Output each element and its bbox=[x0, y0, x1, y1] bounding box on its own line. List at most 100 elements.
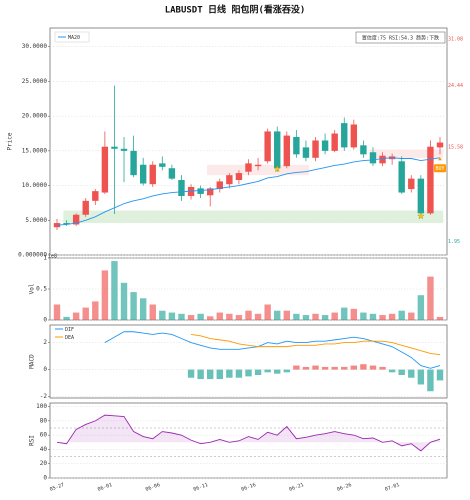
y-axis-label: Vol bbox=[29, 283, 36, 294]
volume-bar bbox=[302, 315, 310, 320]
signal-badge bbox=[434, 164, 446, 173]
volume-bar bbox=[321, 315, 329, 320]
volume-bar bbox=[331, 312, 338, 320]
y-tick-label: 0 bbox=[43, 366, 47, 373]
chart-title: LABUSDT 日线 阳包阴(看涨吞没) bbox=[165, 4, 306, 16]
macd-bar bbox=[408, 369, 415, 378]
y-tick-label: -2 bbox=[40, 393, 48, 400]
x-tick-label: 06-01 bbox=[97, 482, 113, 493]
y-tick-label: 60 bbox=[40, 432, 48, 439]
candle-body bbox=[379, 155, 386, 164]
x-tick-label: 06-21 bbox=[288, 482, 304, 493]
candle-body bbox=[111, 146, 118, 149]
candle-body bbox=[130, 150, 137, 176]
volume-bar bbox=[120, 282, 128, 320]
candle-body bbox=[312, 140, 319, 158]
candle-body bbox=[159, 163, 166, 167]
y-tick-label: 20.0000 bbox=[22, 113, 48, 120]
macd-bar bbox=[398, 369, 405, 376]
candle-body bbox=[197, 188, 204, 194]
candle-body bbox=[139, 164, 147, 184]
legend-label: MA20 bbox=[68, 35, 80, 41]
macd-bar bbox=[417, 369, 425, 385]
macd-bar bbox=[312, 365, 319, 370]
candle-body bbox=[168, 168, 176, 179]
candle-body bbox=[408, 178, 415, 190]
volume-bar bbox=[254, 313, 262, 320]
candle-body bbox=[264, 131, 271, 162]
candle-body bbox=[72, 214, 80, 225]
volume-bar bbox=[178, 313, 185, 320]
volume-bar bbox=[274, 310, 281, 320]
legend-label: DIF bbox=[65, 327, 74, 333]
candle-body bbox=[360, 145, 367, 155]
macd-bar bbox=[216, 369, 223, 380]
volume-bar bbox=[139, 298, 147, 320]
macd-bar bbox=[235, 369, 243, 378]
macd-bar bbox=[388, 369, 396, 373]
candle-body bbox=[321, 140, 329, 151]
volume-bar bbox=[245, 310, 252, 320]
macd-bar bbox=[293, 365, 300, 370]
volume-bar bbox=[53, 304, 61, 320]
volume-bar bbox=[264, 304, 271, 320]
volume-bar bbox=[101, 270, 109, 320]
candle-body bbox=[427, 146, 434, 214]
volume-bar bbox=[417, 295, 425, 320]
volume-bar bbox=[360, 312, 367, 320]
y-tick-label: 0.5 bbox=[36, 286, 47, 293]
macd-bar bbox=[369, 365, 377, 370]
y-tick-label: 80 bbox=[40, 417, 48, 424]
candle-body bbox=[283, 135, 290, 167]
volume-bar bbox=[398, 310, 405, 320]
y-tick-label: 0 bbox=[43, 317, 47, 324]
y-tick-label: 5.0000 bbox=[25, 217, 47, 224]
macd-bar bbox=[197, 369, 204, 380]
macd-line bbox=[190, 334, 441, 356]
candle-body bbox=[92, 191, 99, 201]
macd-bar bbox=[207, 369, 214, 380]
level-label: 31.08 bbox=[448, 37, 463, 43]
x-tick-label: 06-06 bbox=[145, 482, 161, 493]
volume-bar bbox=[427, 276, 434, 320]
macd-line bbox=[104, 331, 441, 369]
candle-body bbox=[417, 178, 425, 214]
candle-body bbox=[216, 181, 223, 190]
candle-body bbox=[254, 164, 262, 167]
signal-arrow bbox=[438, 157, 442, 161]
level-label: 1.95 bbox=[448, 239, 460, 245]
macd-bar bbox=[360, 364, 367, 370]
level-label: 24.44 bbox=[448, 83, 463, 89]
candle-body bbox=[226, 175, 233, 185]
y-tick-label: 1 bbox=[43, 255, 47, 262]
candle-body bbox=[369, 152, 377, 164]
y-tick-label: 40 bbox=[40, 446, 48, 453]
macd-bar bbox=[427, 369, 434, 392]
info-text: 置信度:75 RSI:54.3 趋势:下跌 bbox=[362, 34, 439, 41]
legend-box bbox=[54, 31, 90, 43]
y-tick-label: 15.0000 bbox=[22, 147, 48, 154]
signal-label: BUY bbox=[435, 166, 444, 172]
star-marker bbox=[417, 212, 425, 220]
volume-bar bbox=[312, 313, 319, 320]
volume-bar bbox=[111, 261, 118, 320]
volume-bar bbox=[408, 312, 415, 320]
macd-bar bbox=[436, 369, 444, 381]
volume-bar bbox=[159, 310, 166, 320]
volume-bar bbox=[369, 313, 377, 320]
volume-bar bbox=[216, 312, 223, 320]
volume-bar bbox=[149, 304, 156, 320]
candle-body bbox=[82, 200, 89, 215]
star-marker bbox=[273, 165, 281, 173]
candle-body bbox=[63, 223, 70, 225]
volume-bar bbox=[283, 310, 290, 320]
candle-body bbox=[245, 163, 252, 172]
info-box bbox=[355, 31, 446, 44]
macd-bar bbox=[254, 369, 262, 376]
volume-bar bbox=[168, 312, 176, 320]
x-tick-label: 07-01 bbox=[384, 482, 400, 493]
x-tick-label: 06-11 bbox=[193, 482, 209, 493]
candle-body bbox=[302, 147, 310, 158]
candle-body bbox=[178, 180, 185, 196]
y-tick-label: 10.0000 bbox=[22, 182, 48, 189]
